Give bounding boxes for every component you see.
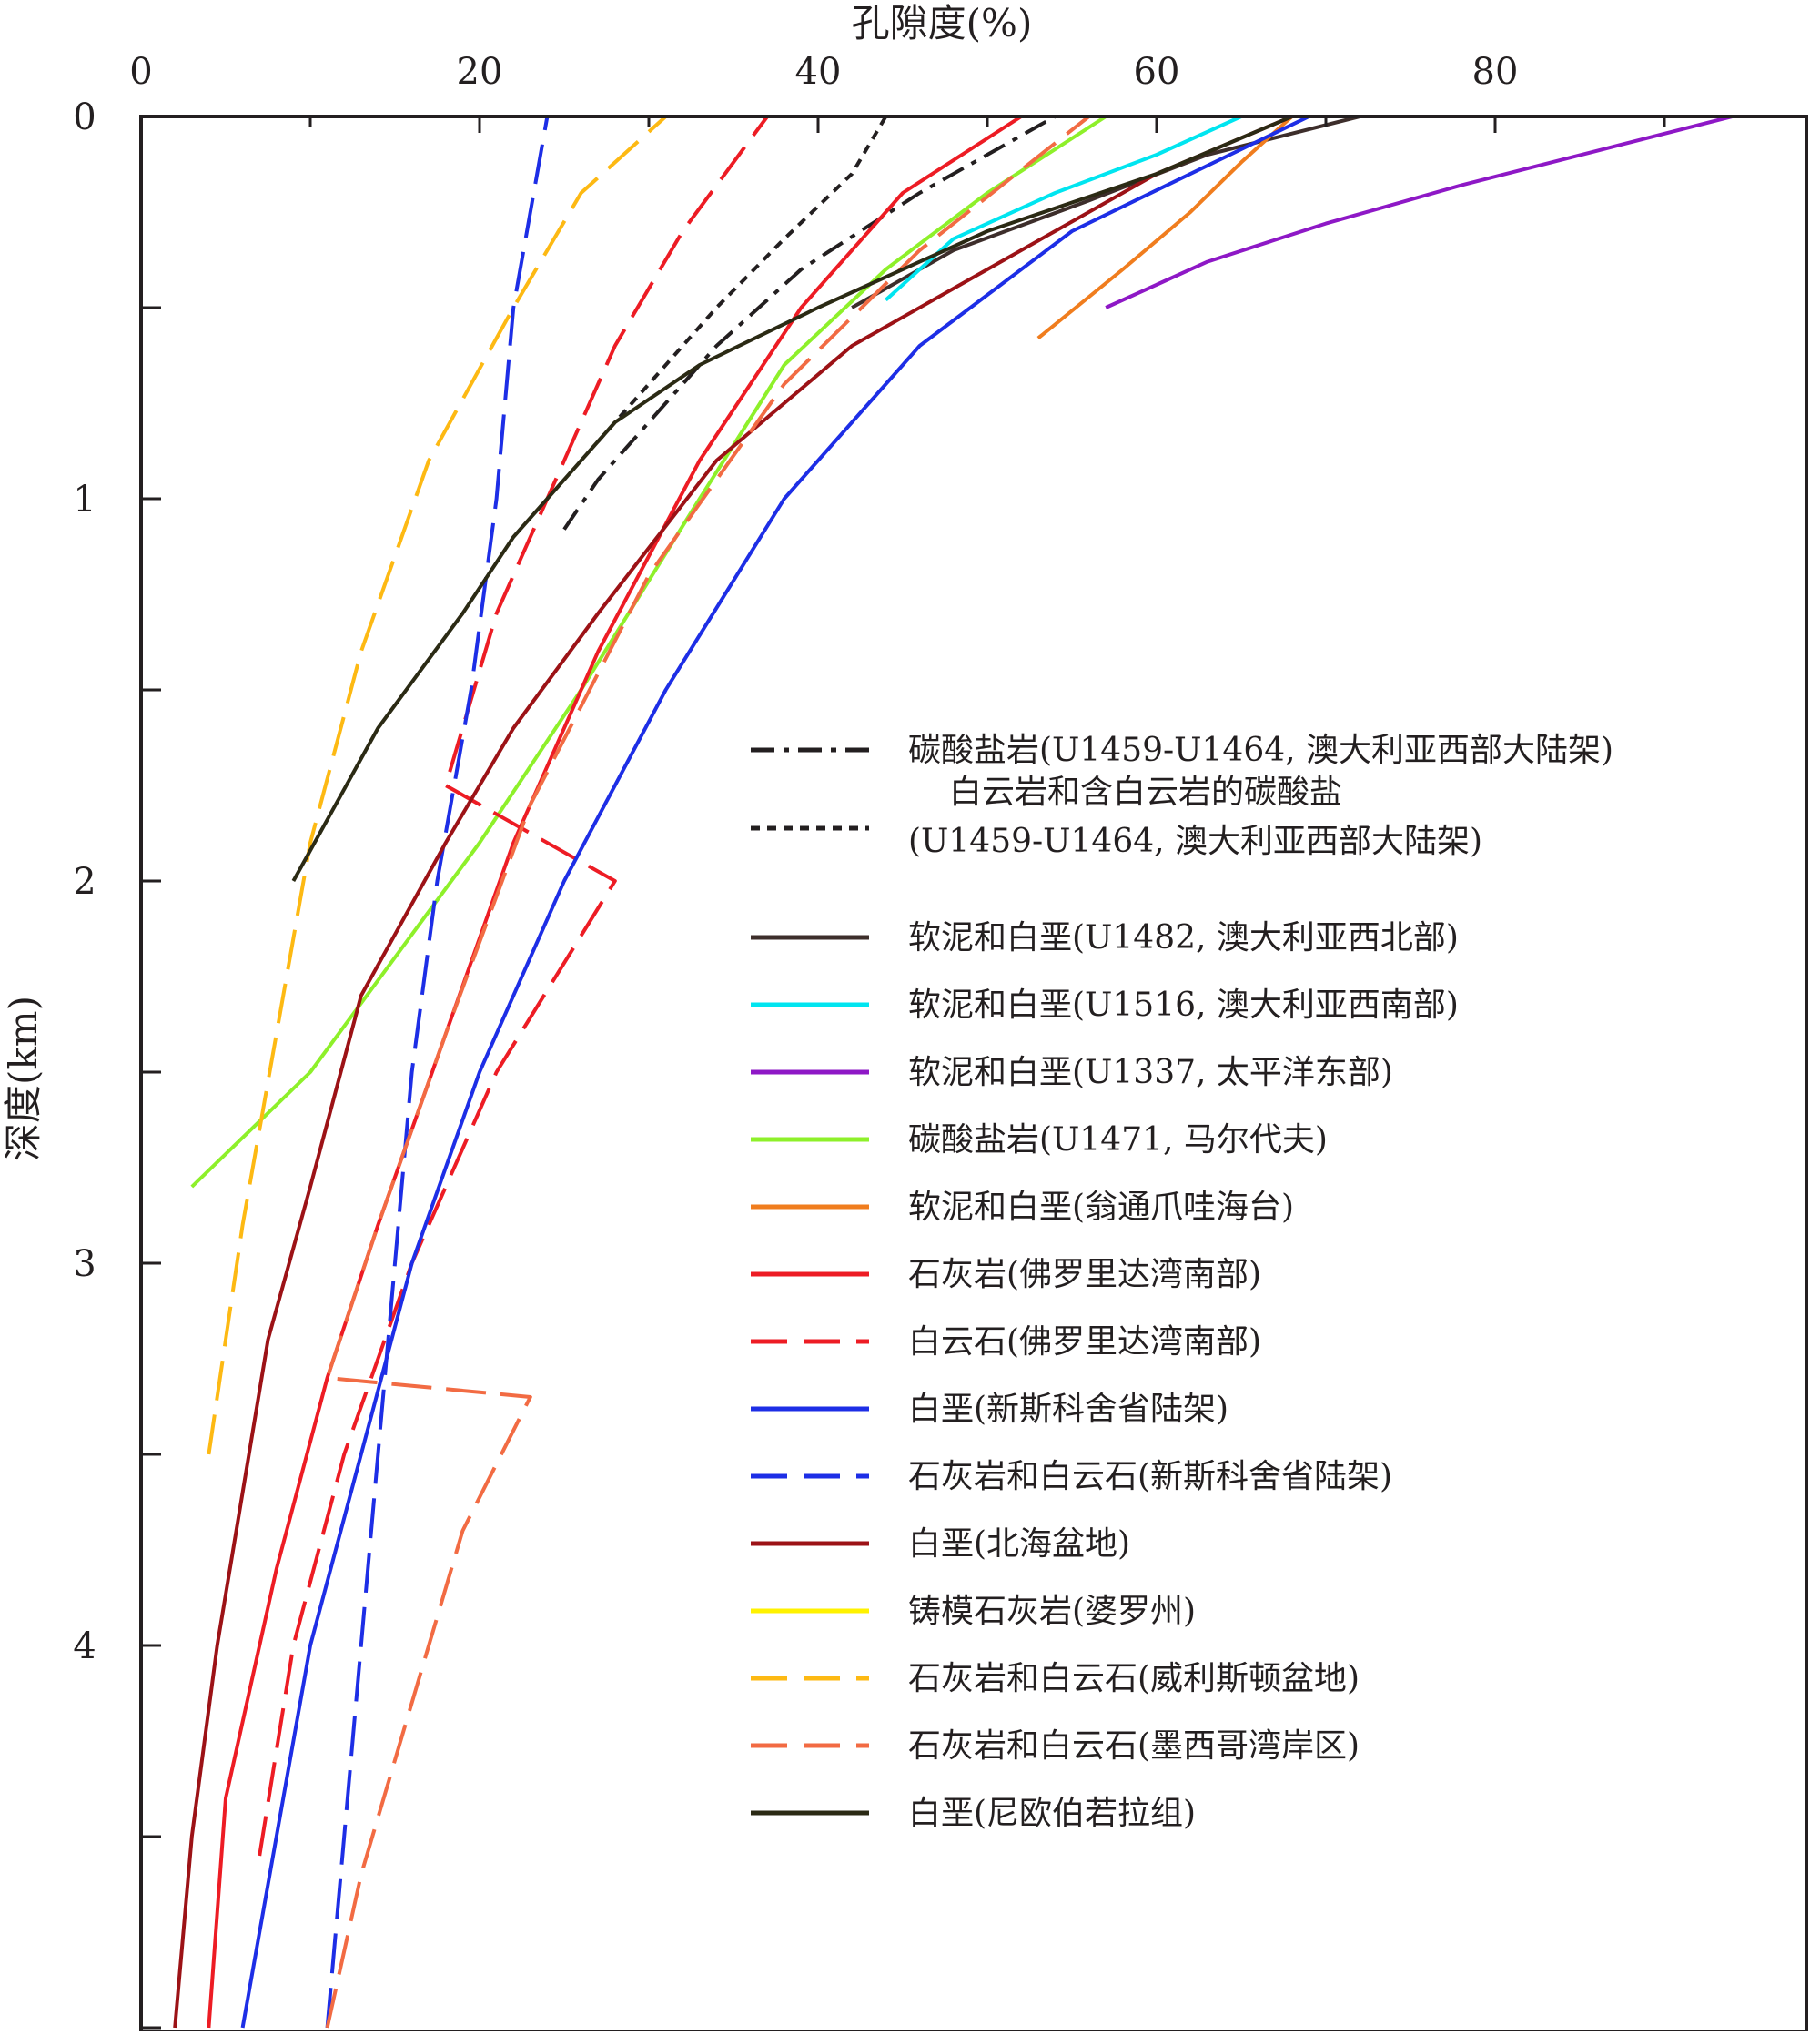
legend-label-15: 石灰岩和白云石(墨西哥湾岸区) <box>908 1727 1360 1765</box>
legend-label-3: 软泥和白垩(U1482, 澳大利亚西北部) <box>908 919 1459 957</box>
legend-label-6: 碳酸盐岩(U1471, 马尔代夫) <box>908 1121 1328 1159</box>
series-line-6 <box>190 116 1107 1189</box>
y-tick-label: 0 <box>73 96 96 138</box>
x-axis-title: 孔隙度(%) <box>852 1 1033 46</box>
legend-label-2: 白云岩和含白云岩的碳酸盐 <box>949 774 1342 811</box>
series-line-14 <box>207 116 667 1455</box>
legend-label-9: 白云石(佛罗里达湾南部) <box>908 1323 1261 1361</box>
plot-lines <box>173 116 1733 2029</box>
legend-label-8: 石灰岩(佛罗里达湾南部) <box>908 1256 1261 1293</box>
legend-label-2-line2: (U1459-U1464, 澳大利亚西部大陆架) <box>908 823 1482 860</box>
legend-label-1: 碳酸盐岩(U1459-U1464, 澳大利亚西部大陆架) <box>908 732 1613 769</box>
series-line-10 <box>240 116 1310 2029</box>
legend-label-5: 软泥和白垩(U1337, 太平洋东部) <box>908 1054 1393 1091</box>
x-tick-label: 20 <box>457 51 503 93</box>
legend-label-11: 石灰岩和白云石(新斯科舍省陆架) <box>908 1458 1392 1495</box>
series-line-3 <box>851 116 1360 309</box>
legend-label-16: 白垩(尼欧伯若拉组) <box>908 1795 1196 1832</box>
legend-label-13: 铸模石灰岩(婆罗州) <box>908 1593 1196 1630</box>
y-tick-label: 3 <box>73 1243 96 1285</box>
legend-label-10: 白垩(新斯科舍省陆架) <box>908 1391 1228 1428</box>
legend-label-14: 石灰岩和白云石(威利斯顿盆地) <box>908 1660 1360 1697</box>
series-line-11 <box>325 116 550 2029</box>
legend-label-4: 软泥和白垩(U1516, 澳大利亚西南部) <box>908 987 1459 1024</box>
y-axis-title: 深度(km) <box>1 996 46 1161</box>
x-tick-label: 0 <box>129 51 152 93</box>
series-line-15 <box>325 116 1090 2029</box>
legend-label-7: 软泥和白垩(翁通爪哇海台) <box>908 1189 1294 1226</box>
series-line-7 <box>1036 116 1294 340</box>
series-line-16 <box>291 116 1293 882</box>
series-line-4 <box>885 116 1242 302</box>
series-line-9 <box>258 116 769 1857</box>
series-line-1 <box>562 116 1057 531</box>
y-tick-label: 2 <box>73 861 96 903</box>
x-tick-label: 40 <box>795 51 842 93</box>
legend-label-12: 白垩(北海盆地) <box>908 1525 1130 1563</box>
series-line-2 <box>596 116 888 443</box>
y-tick-label: 1 <box>73 479 96 521</box>
y-tick-label: 4 <box>73 1625 96 1667</box>
series-line-8 <box>207 116 1023 2029</box>
series-line-5 <box>1105 116 1733 309</box>
series-line-12 <box>173 116 1293 2029</box>
x-tick-label: 60 <box>1134 51 1180 93</box>
legend: 碳酸盐岩(U1459-U1464, 澳大利亚西部大陆架) 白云岩和含白云岩的碳酸盐… <box>751 732 1613 1832</box>
x-tick-label: 80 <box>1472 51 1519 93</box>
